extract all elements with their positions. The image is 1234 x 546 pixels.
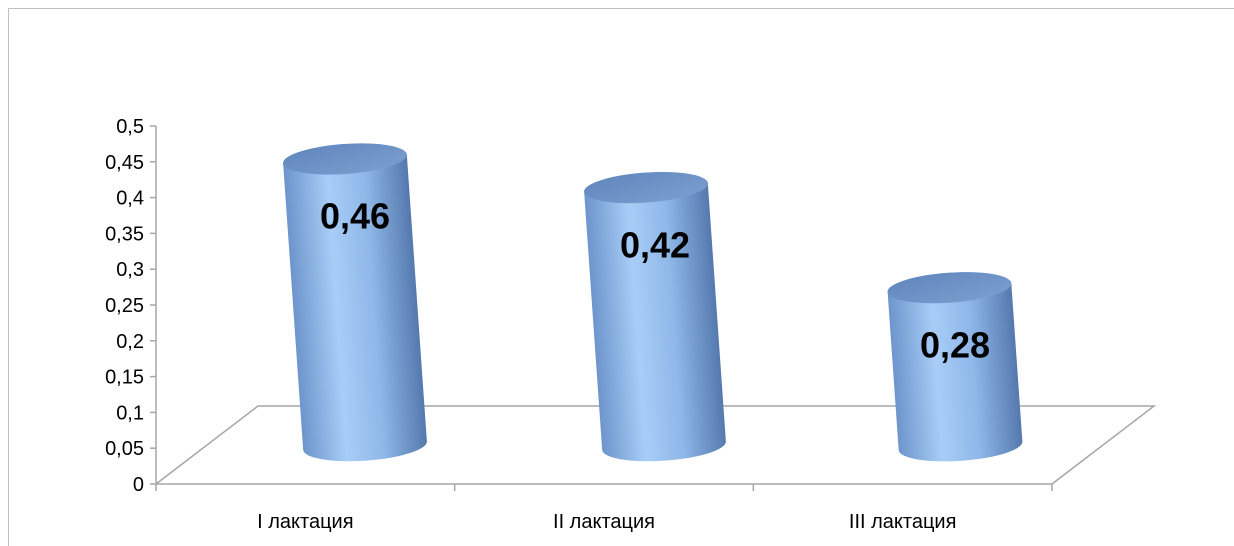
bar-top-cap	[584, 172, 708, 204]
x-category-label: III лактация	[849, 511, 957, 533]
y-tick-label: 0,35	[105, 223, 144, 245]
y-tick-label: 0,15	[105, 367, 144, 389]
x-category-label: II лактация	[553, 511, 655, 533]
y-tick-label: 0,45	[105, 152, 144, 174]
y-tick-label: 0	[133, 474, 144, 496]
data-label: 0,42	[620, 224, 690, 265]
y-tick-label: 0,25	[105, 295, 144, 317]
y-tick-group: 0 0,05 0,1 0,15 0,2 0,25 0,3 0,35 0,4 0,45 0,5	[105, 116, 156, 496]
bar-series: 0,46 0,42 0,28	[283, 143, 1023, 462]
y-tick-label: 0,1	[116, 402, 144, 424]
y-tick-label: 0,2	[116, 331, 144, 353]
bar-body	[584, 172, 726, 462]
bar-body	[283, 143, 427, 462]
bar-cylinder: 0,42	[584, 172, 726, 462]
data-label: 0,46	[320, 196, 390, 237]
x-tick-group: I лактация II лактация III лактация	[155, 484, 1053, 533]
data-label: 0,28	[920, 325, 990, 366]
bar-top-cap	[887, 272, 1012, 304]
bar-cylinder: 0,28	[887, 272, 1023, 462]
bar-cylinder: 0,46	[283, 143, 427, 462]
y-tick-label: 0,4	[116, 188, 144, 210]
y-axis: 0 0,05 0,1 0,15 0,2 0,25 0,3 0,35 0,4 0,45 0,5	[105, 116, 157, 496]
bar-body	[887, 272, 1023, 462]
bar-top-cap	[283, 143, 407, 175]
x-category-label: I лактация	[257, 511, 353, 533]
y-tick-label: 0,5	[116, 116, 144, 138]
x-axis: I лактация II лактация III лактация	[155, 483, 1053, 533]
y-tick-label: 0,3	[116, 259, 144, 281]
chart-frame	[8, 8, 1234, 546]
y-tick-label: 0,05	[105, 438, 144, 460]
